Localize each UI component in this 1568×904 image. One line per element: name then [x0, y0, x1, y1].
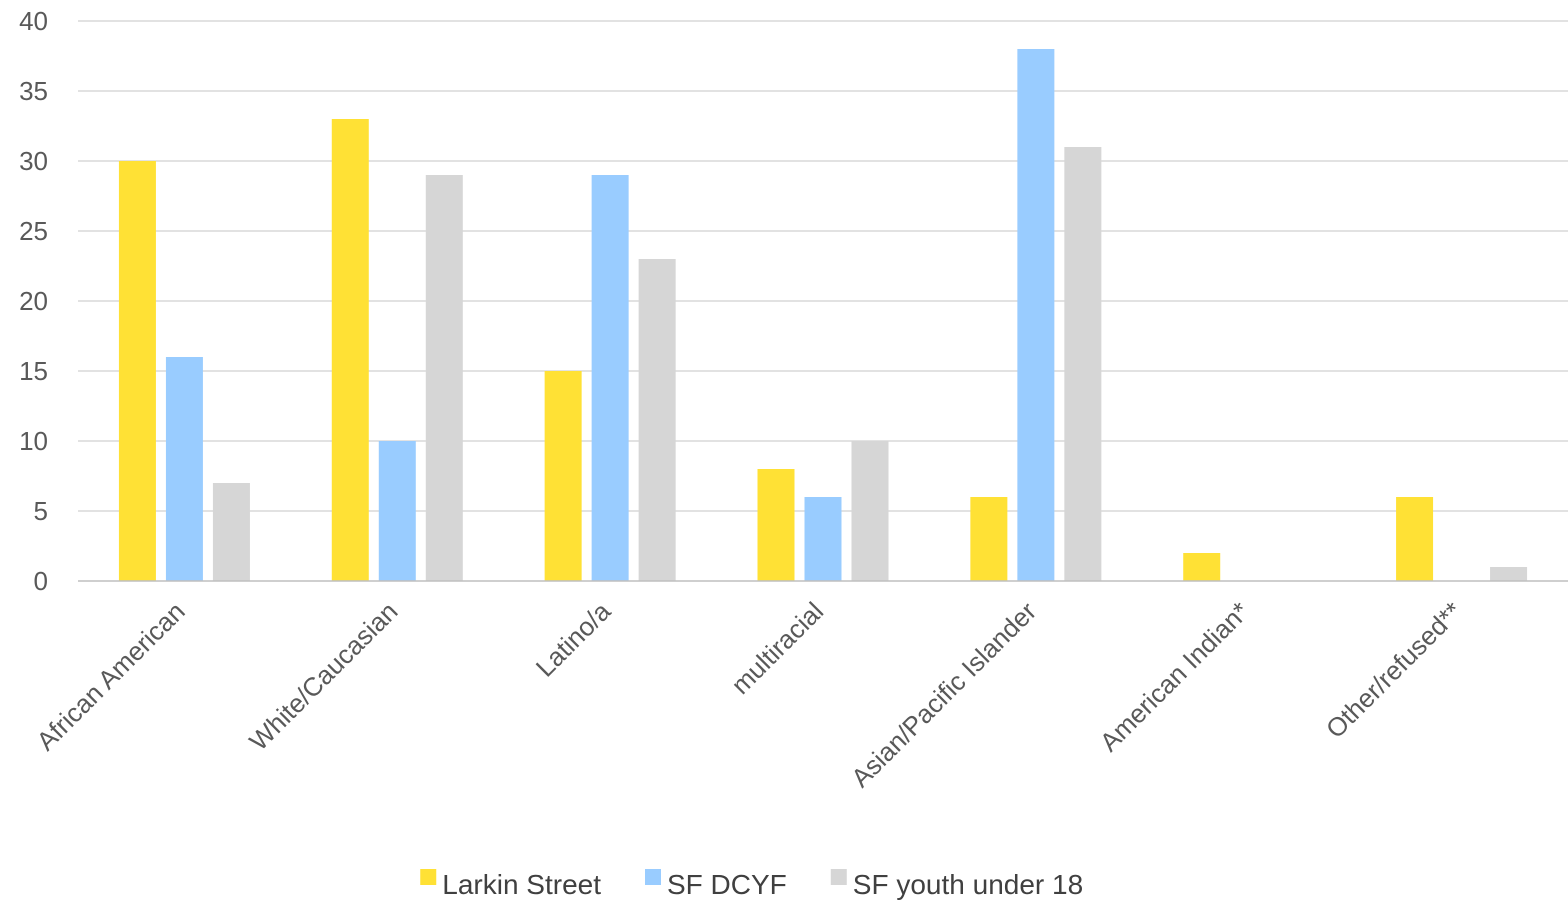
y-tick-label: 30	[19, 146, 48, 176]
bar	[1396, 497, 1434, 581]
bar	[757, 469, 795, 581]
y-tick-label: 40	[19, 6, 48, 36]
bars	[118, 49, 1528, 581]
legend-label: SF DCYF	[667, 869, 787, 900]
bar	[804, 497, 842, 581]
x-tick-label: White/Caucasian	[243, 596, 403, 756]
bar	[165, 357, 203, 581]
x-tick-label: multiracial	[725, 596, 829, 700]
y-tick-label: 35	[19, 76, 48, 106]
x-tick-label: Asian/Pacific Islander	[845, 596, 1042, 793]
y-tick-label: 15	[19, 356, 48, 386]
legend-item: SF youth under 18	[830, 869, 1083, 900]
legend-swatch	[830, 869, 847, 885]
x-tick-label: American Indian*	[1094, 596, 1255, 757]
bar	[378, 441, 416, 581]
legend: Larkin Street SF DCYF SF youth under 18	[420, 869, 1083, 900]
legend-swatch	[420, 869, 437, 885]
gridlines	[78, 20, 1568, 512]
bar	[851, 441, 889, 581]
legend-item: Larkin Street	[420, 869, 601, 900]
bar	[1183, 553, 1221, 581]
bar	[212, 483, 250, 581]
x-axis-labels: African American White/Caucasian Latino/a m…	[30, 596, 1467, 793]
x-tick-label: Other/refused**	[1320, 596, 1468, 744]
x-tick-label: Latino/a	[530, 596, 617, 683]
y-axis-ticks: 0 5 10 15 20 25 30 35 40	[19, 6, 48, 596]
bar	[970, 497, 1008, 581]
legend-swatch	[645, 869, 661, 885]
bar	[331, 119, 369, 581]
bar	[638, 259, 676, 581]
bar	[1017, 49, 1055, 581]
bar	[591, 175, 629, 581]
y-tick-label: 0	[34, 566, 48, 596]
bar	[1064, 147, 1102, 581]
legend-item: SF DCYF	[645, 869, 787, 900]
y-tick-label: 5	[34, 496, 48, 526]
bar	[118, 161, 156, 581]
bar	[425, 175, 463, 581]
bar	[544, 371, 582, 581]
y-tick-label: 25	[19, 216, 48, 246]
x-tick-label: African American	[30, 596, 190, 756]
bar	[1490, 567, 1528, 581]
legend-label: Larkin Street	[442, 869, 601, 900]
y-tick-label: 10	[19, 426, 48, 456]
legend-label: SF youth under 18	[853, 869, 1083, 900]
y-tick-label: 20	[19, 286, 48, 316]
